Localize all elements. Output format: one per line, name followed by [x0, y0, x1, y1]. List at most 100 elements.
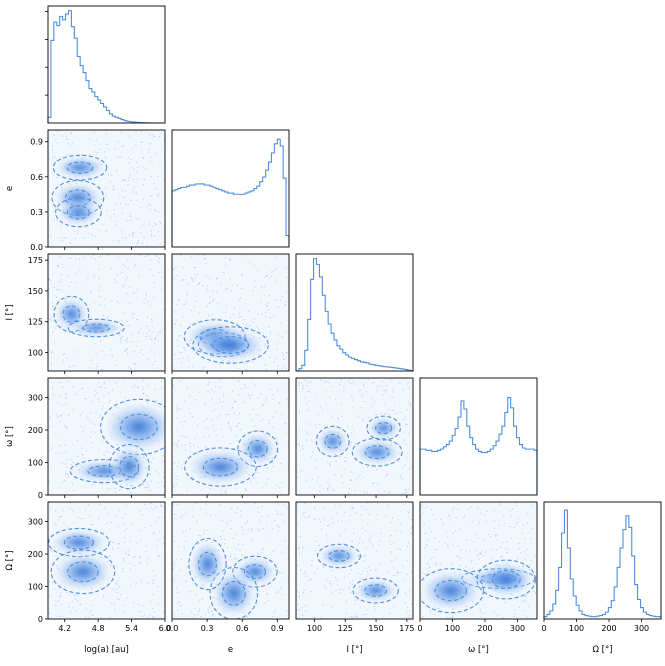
x-tick-label: 300: [634, 624, 649, 633]
density-core: [112, 448, 147, 486]
contour-outer: [50, 549, 116, 595]
x-tick-label: 4.2: [58, 624, 71, 633]
panel-background: [420, 378, 537, 495]
y-axis-label-e: e: [5, 186, 15, 191]
contour-outer: [108, 444, 150, 490]
density-core: [56, 157, 104, 178]
x-tick-label: 200: [477, 624, 492, 633]
y-axis-label-Omega: Ω [°]: [5, 550, 15, 570]
contour-inner: [82, 323, 111, 333]
contour-outer: [476, 559, 536, 600]
density-haze: [296, 378, 413, 495]
density-core: [58, 200, 99, 225]
panel-frame: [171, 253, 290, 372]
contour-outer: [237, 430, 279, 468]
panel-omega-vs-I: [295, 377, 414, 498]
x-axis-label-omega: ω [°]: [468, 645, 489, 655]
contour-outer: [209, 566, 259, 619]
contour-outer: [316, 543, 361, 569]
density-core: [318, 428, 347, 454]
y-tick-label: 125: [28, 318, 43, 327]
contour-inner: [212, 336, 250, 354]
x-tick-label: 0: [417, 624, 422, 633]
contour-inner: [67, 561, 99, 583]
contour-outer: [366, 415, 401, 441]
density-core: [191, 542, 224, 586]
contour-outer: [315, 425, 350, 457]
x-tick-label: 100: [307, 624, 322, 633]
contour-inner: [62, 305, 81, 323]
density-core: [480, 563, 532, 596]
panel-background: [48, 6, 165, 123]
contour-outer: [192, 326, 269, 364]
x-tick-label: 0: [541, 624, 546, 633]
y-tick-label: 300: [28, 518, 43, 527]
density-I-vs-loga: [48, 254, 165, 371]
x-tick-label: 0.3: [201, 624, 214, 633]
panel-Omega-vs-Omega: 0 100 200 300 Ω [°]: [541, 501, 662, 655]
x-axis-label-I: I [°]: [346, 645, 362, 655]
density-core: [189, 451, 252, 483]
panel-background: [544, 502, 661, 619]
density-core: [320, 546, 358, 566]
panel-e-vs-e: [171, 129, 290, 248]
y-tick-label: 100: [28, 349, 43, 358]
x-tick-label: 100: [445, 624, 460, 633]
panel-Omega-vs-I: 100 125 150 175 I [°]: [295, 501, 414, 655]
contour-inner: [324, 433, 342, 449]
panel-frame: [47, 253, 166, 372]
y-axis-label-I: I [°]: [5, 304, 15, 320]
x-tick-label: 100: [569, 624, 584, 633]
y-tick-label: 100: [28, 459, 43, 468]
panel-e-vs-loga: 0.0 0.3 0.6 0.9 e: [5, 129, 166, 252]
y-tick-label: 200: [28, 550, 43, 559]
density-core: [71, 320, 121, 336]
contour-outer: [67, 318, 125, 338]
density-core: [52, 530, 106, 555]
density-core: [213, 571, 255, 615]
panel-I-vs-loga: 100 125 150 175 I [°]: [5, 253, 166, 374]
y-tick-label: 0.9: [30, 138, 43, 147]
panel-background: [172, 130, 289, 247]
density-core: [369, 418, 399, 439]
contour-outer: [52, 154, 108, 181]
x-tick-label: 175: [399, 624, 414, 633]
panel-frame: [171, 377, 290, 496]
density-omega-vs-loga: [48, 378, 165, 495]
panel-frame: [295, 377, 414, 496]
y-tick-label: 100: [28, 583, 43, 592]
panel-omega-vs-omega: [419, 377, 538, 496]
panel-omega-vs-loga: 0 100 200 300 ω [°]: [5, 377, 166, 500]
x-tick-label: 125: [338, 624, 353, 633]
x-tick-label: 0.6: [236, 624, 249, 633]
panel-frame: [419, 377, 538, 496]
x-tick-label: 6.0: [159, 624, 172, 633]
x-tick-label: 5.4: [125, 624, 138, 633]
x-axis-label-Omega: Ω [°]: [592, 645, 612, 655]
y-tick-label: 0.6: [30, 173, 43, 182]
contour-inner: [364, 584, 388, 597]
panel-Omega-vs-loga: 4.2 4.8 5.4 6.0 log(a) [au] 0 100 200 300 Ω [°]: [5, 501, 171, 655]
contour-outer: [188, 537, 227, 591]
density-core: [355, 580, 396, 601]
x-tick-label: 300: [510, 624, 525, 633]
panel-Omega-vs-e: 0.0 0.3 0.6 0.9 e: [166, 501, 290, 655]
density-core: [55, 553, 111, 590]
x-tick-label: 4.8: [92, 624, 105, 633]
contour-inner: [328, 550, 350, 562]
density-Omega-vs-loga: [48, 502, 165, 619]
density-core: [355, 440, 399, 464]
x-axis-label-loga: log(a) [au]: [84, 645, 129, 655]
contour-inner: [120, 413, 158, 441]
density-Omega-vs-I: [296, 502, 413, 619]
panel-frame: [47, 5, 166, 124]
panel-frame: [419, 501, 538, 620]
panel-loga-vs-loga: [45, 5, 166, 124]
panel-frame: [47, 129, 166, 248]
x-axis-label-e: e: [228, 645, 233, 655]
x-tick-label: 0.0: [166, 624, 179, 633]
panel-omega-vs-e: [171, 377, 290, 498]
panel-frame: [47, 501, 166, 620]
density-core: [105, 403, 165, 450]
